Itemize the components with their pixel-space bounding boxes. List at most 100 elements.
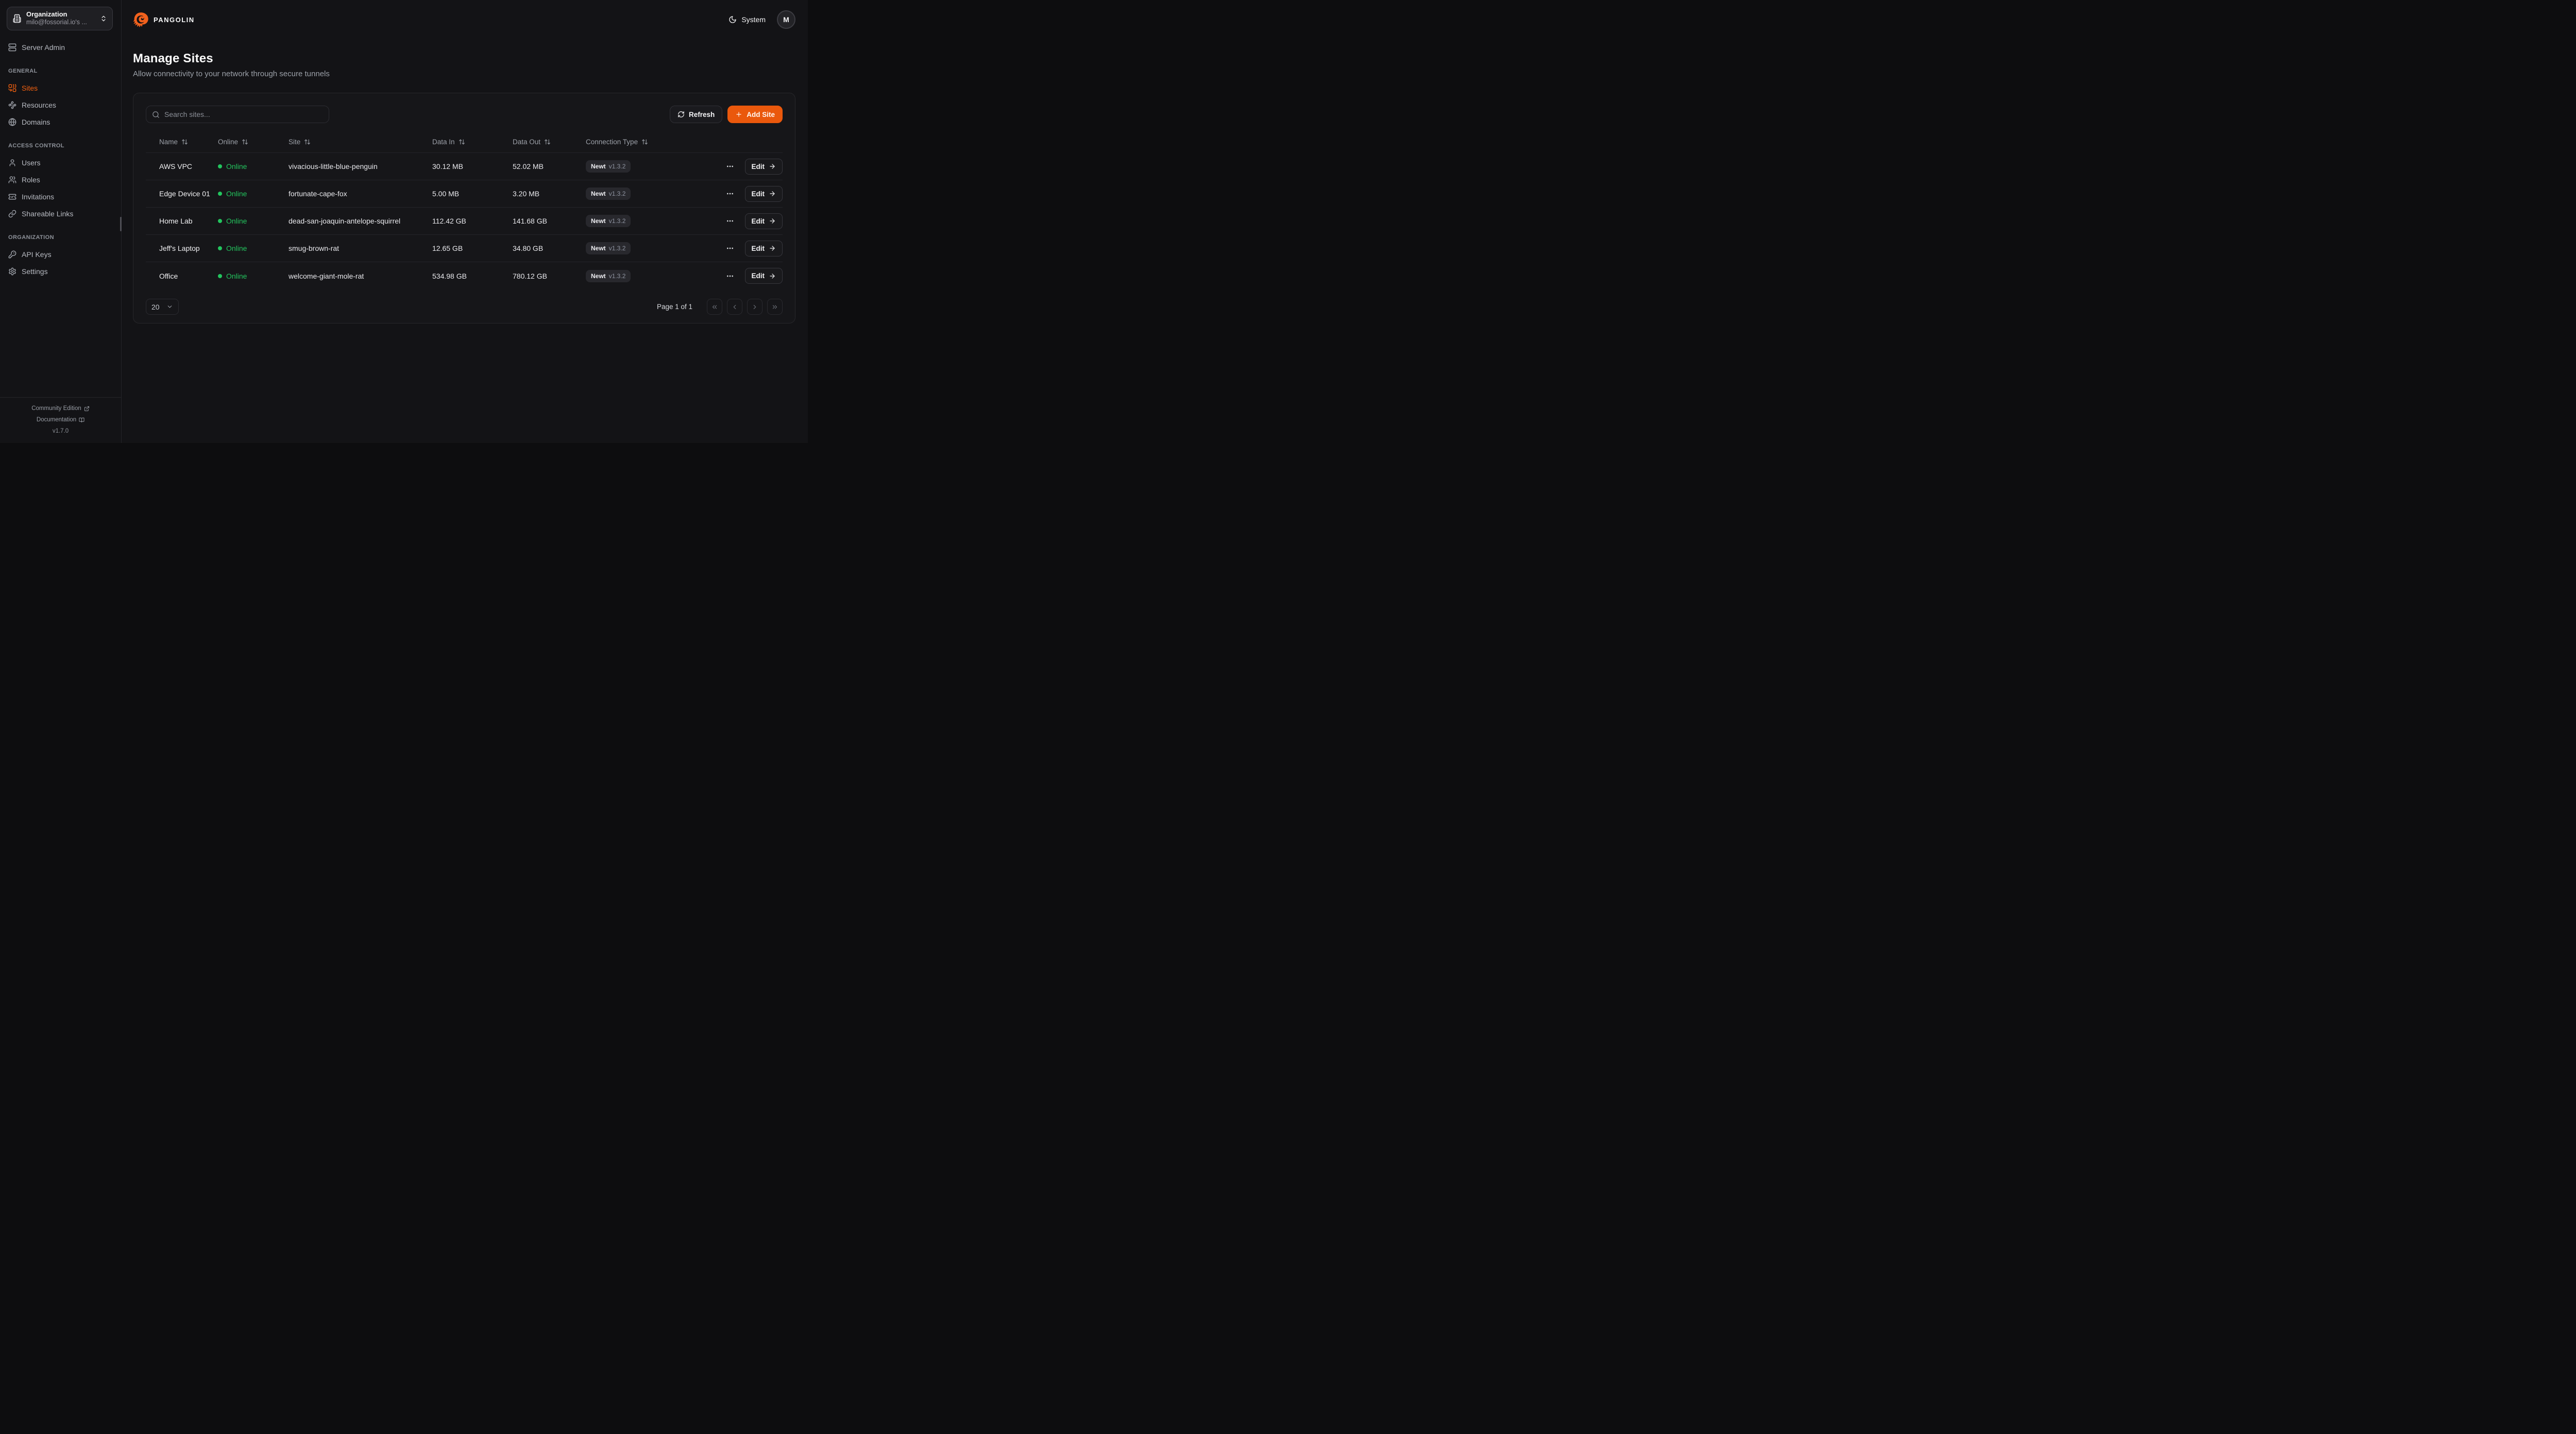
sort-icon [641,139,648,145]
data-in-cell: 12.65 GB [432,244,463,252]
table-row: AWS VPC Online vivacious-little-blue-pen… [146,153,783,180]
column-header-data-out[interactable]: Data Out [513,138,586,146]
last-page-button[interactable] [767,299,783,315]
sidebar-resize-handle[interactable] [120,217,122,231]
data-out-cell: 780.12 GB [513,271,547,280]
row-actions-menu-button[interactable] [724,215,736,227]
sidebar-item-api-keys[interactable]: API Keys [8,246,113,263]
ticket-check-icon [8,193,16,201]
sort-icon [544,139,551,145]
org-picker[interactable]: Organization milo@fossorial.io's ... [7,7,113,30]
site-slug-cell: smug-brown-rat [289,244,340,252]
column-header-name[interactable]: Name [146,138,218,146]
sidebar-item-resources[interactable]: Resources [8,96,113,113]
sidebar-item-label: Users [22,158,41,167]
chevron-left-icon [731,303,738,311]
column-header-site[interactable]: Site [289,138,432,146]
arrow-right-icon [769,245,776,252]
sidebar-nav: Server Admin GENERAL Sites Resources Dom… [0,30,121,280]
table-toolbar: Refresh Add Site [146,106,783,123]
site-slug-cell: welcome-giant-mole-rat [289,271,364,280]
data-out-cell: 34.80 GB [513,244,544,252]
sort-icon [181,139,188,145]
book-open-icon [79,417,84,423]
page-size-value: 20 [151,302,160,311]
sidebar-item-domains[interactable]: Domains [8,113,113,130]
online-dot-icon [218,246,222,250]
sidebar-item-label: Server Admin [22,43,65,52]
column-header-data-in[interactable]: Data In [432,138,513,146]
community-edition-link[interactable]: Community Edition [31,403,90,414]
user-icon [8,159,16,167]
chevrons-left-icon [711,303,718,311]
sort-icon [242,139,248,145]
online-status: Online [218,190,247,198]
edit-button[interactable]: Edit [744,158,783,175]
column-header-connection-type[interactable]: Connection Type [586,138,706,146]
data-in-cell: 112.42 GB [432,217,466,225]
avatar[interactable]: M [777,10,795,29]
settings-icon [8,267,16,276]
edit-button[interactable]: Edit [744,240,783,257]
site-slug-cell: fortunate-cape-fox [289,190,347,198]
page-size-select[interactable]: 20 [146,299,179,315]
app-window: Organization milo@fossorial.io's ... Ser… [0,0,808,443]
online-dot-icon [218,164,222,168]
online-status: Online [218,272,247,280]
chevron-right-icon [751,303,758,311]
site-slug-cell: dead-san-joaquin-antelope-squirrel [289,217,401,225]
sidebar-item-shareable-links[interactable]: Shareable Links [8,205,113,222]
row-actions-menu-button[interactable] [724,270,736,282]
sites-table-card: Refresh Add Site Name Online Site Data I… [133,93,795,323]
sidebar-item-label: API Keys [22,250,52,259]
sidebar-item-invitations[interactable]: Invitations [8,188,113,205]
sidebar-section: GENERAL Sites Resources Domains [8,68,113,130]
data-out-cell: 141.68 GB [513,217,547,225]
moon-icon [728,15,737,24]
chevron-down-icon [166,303,173,310]
site-name-cell: AWS VPC [159,162,193,170]
next-page-button[interactable] [747,299,762,315]
prev-page-button[interactable] [727,299,742,315]
edit-button[interactable]: Edit [744,213,783,229]
row-actions-menu-button[interactable] [724,187,736,200]
table-row: Office Online welcome-giant-mole-rat 534… [146,262,783,289]
column-header-label: Data Out [513,138,541,146]
site-name-cell: Jeff's Laptop [159,244,200,252]
edit-button[interactable]: Edit [744,268,783,284]
sidebar-item-label: Shareable Links [22,209,74,218]
connection-type-badge: Newt v1.3.2 [586,242,631,254]
key-icon [8,250,16,259]
online-dot-icon [218,274,222,278]
online-dot-icon [218,192,222,196]
sidebar-item-server-admin[interactable]: Server Admin [8,39,113,56]
brand-name: PANGOLIN [154,15,195,24]
row-actions-menu-button[interactable] [724,160,736,173]
row-actions-menu-button[interactable] [724,242,736,254]
sidebar-item-settings[interactable]: Settings [8,263,113,280]
refresh-button[interactable]: Refresh [669,106,723,123]
documentation-link[interactable]: Documentation [37,414,84,425]
sidebar-item-sites[interactable]: Sites [8,79,113,96]
theme-toggle-button[interactable]: System [728,15,766,24]
sort-icon [459,139,465,145]
sidebar-section-label: ORGANIZATION [8,234,54,241]
connection-type-badge: Newt v1.3.2 [586,269,631,282]
table-row: Jeff's Laptop Online smug-brown-rat 12.6… [146,235,783,262]
sidebar-item-users[interactable]: Users [8,154,113,171]
data-out-cell: 52.02 MB [513,162,544,170]
table-body: AWS VPC Online vivacious-little-blue-pen… [146,153,783,289]
column-header-label: Name [159,138,178,146]
topbar: PANGOLIN System M [133,10,795,29]
arrow-right-icon [769,190,776,197]
search-input[interactable] [164,110,323,118]
first-page-button[interactable] [707,299,722,315]
column-header-online[interactable]: Online [218,138,289,146]
sidebar-item-roles[interactable]: Roles [8,171,113,188]
sidebar-footer: Community Edition Documentation v1.7.0 [0,397,121,443]
sidebar-item-label: Resources [22,100,56,109]
add-site-button[interactable]: Add Site [727,106,783,123]
edit-button[interactable]: Edit [744,185,783,202]
sidebar: Organization milo@fossorial.io's ... Ser… [0,0,122,443]
sidebar-sections: GENERAL Sites Resources Domains ACCESS C… [8,68,113,280]
